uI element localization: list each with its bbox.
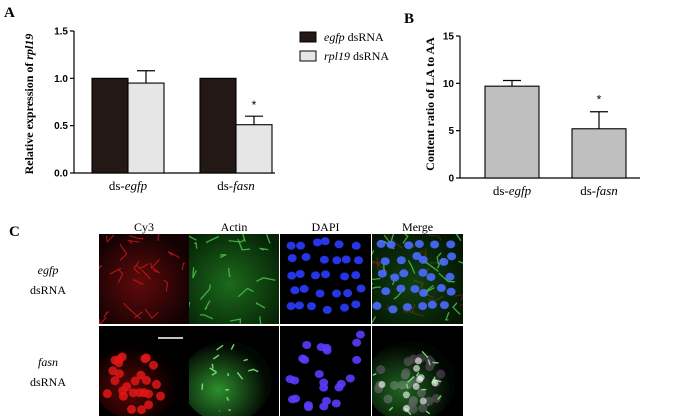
x-category-label: ds-egfp [493,183,532,198]
micrograph-actin-row-1 [189,234,279,324]
microscopy-panel: Cy3 Actin DAPI Merge egfp dsRNA fasn dsRNA [30,220,463,416]
panel-letter-c: C [9,224,20,240]
bar [199,77,237,174]
legend-label: rpl19 dsRNA [324,49,389,63]
panel-letter-a: A [4,5,15,21]
micrograph-cy3-row-1 [99,234,189,324]
micrograph-merge-row-2 [372,326,463,416]
panel-letter-b: B [404,11,414,27]
x-category-label: ds-fasn [217,178,255,193]
chart-a-y-axis-label: Relative expression of rpl19 [22,34,36,175]
bar [484,85,540,179]
legend-swatch [299,50,317,62]
micrograph-dapi-row-1 [280,234,371,324]
y-tick-label: 1.0 [54,74,68,85]
y-tick-label: 0.0 [54,169,68,180]
y-tick-label: 1.5 [54,27,68,38]
chart-b-y-axis-label: Content ratio of LA to AA [423,37,437,171]
y-tick-label: 0.5 [54,121,68,132]
bar [127,82,165,174]
channel-label: Cy3 [134,220,154,234]
bar [235,124,273,174]
y-tick-label: 15 [443,32,455,43]
legend-label: egfp dsRNA [324,30,384,44]
y-tick-label: 10 [443,79,455,90]
channel-label: Actin [221,220,248,234]
significance-marker: * [597,93,602,107]
legend-swatch [299,31,317,43]
bar [91,77,129,174]
channel-label: DAPI [311,220,339,234]
significance-marker: * [252,98,257,112]
channel-label: Merge [402,220,433,234]
chart-a: Relative expression of rpl19 0.0 0.5 1.0 1.… [22,27,389,194]
y-tick-label: 5 [448,126,454,137]
row-label-treatment: dsRNA [30,283,66,297]
x-category-label: ds-fasn [580,183,618,198]
row-label-treatment: dsRNA [30,375,66,389]
micrograph-dapi-row-2 [280,326,371,416]
micrograph-cy3-row-2 [99,326,189,416]
row-label-gene: fasn [38,355,58,369]
micrograph-actin-row-2 [189,326,279,416]
x-category-label: ds-egfp [109,178,148,193]
bar [571,128,627,179]
chart-b: Content ratio of LA to AA 0 5 10 15 ds-egfp d… [423,32,640,198]
micrograph-merge-row-1 [372,234,463,324]
y-tick-label: 0 [448,174,454,185]
row-label-gene: egfp [38,263,59,277]
